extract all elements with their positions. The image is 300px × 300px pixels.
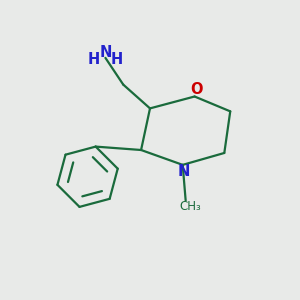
Text: O: O [190,82,202,98]
Text: N: N [100,45,112,60]
Text: N: N [178,164,190,179]
Text: H: H [88,52,100,67]
Text: H: H [111,52,123,67]
Text: CH₃: CH₃ [179,200,201,213]
